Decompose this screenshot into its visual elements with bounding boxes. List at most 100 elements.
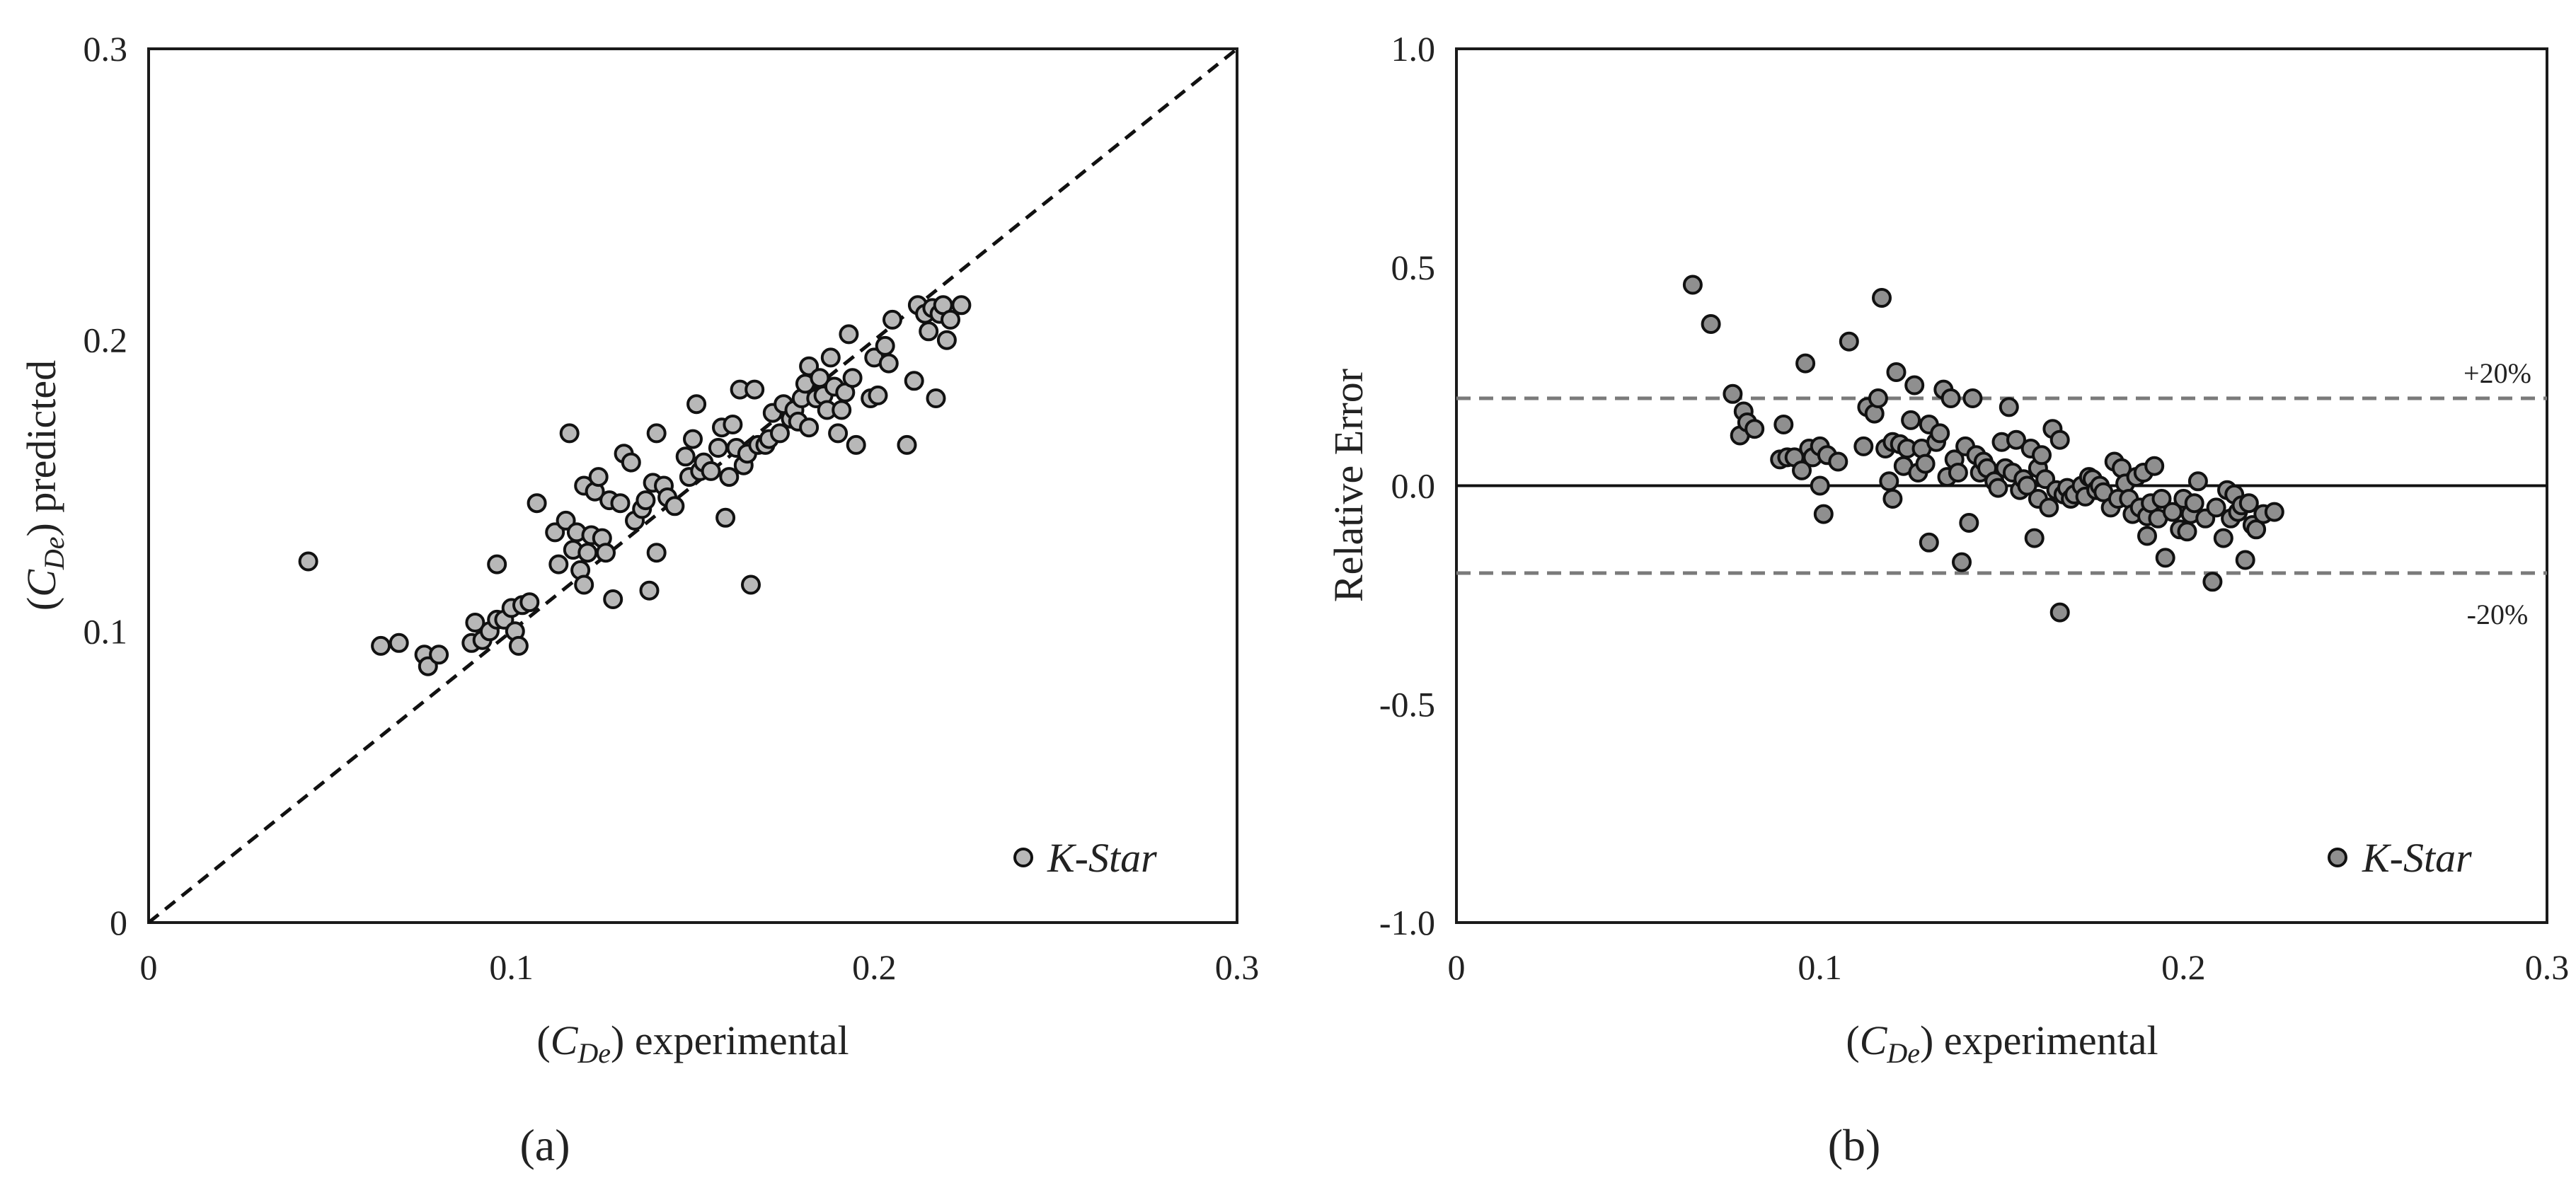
panel-a-y-tick-label: 0.3 [84,29,128,69]
panel-b-data-point [1952,552,1972,572]
panel-a-data-point [596,543,616,563]
panel-b-data-point [1915,454,1936,474]
panel-b-y-tick-label: 0.5 [1391,248,1436,287]
panel-b: +20% -20% 0 0.1 0.2 0.3 -1.0 -0.5 0.0 0.5 1.0 (… [1326,29,2569,1170]
panel-b-data-point [1999,397,2019,417]
panel-a-data-point [621,452,641,473]
panel-a-data-point [868,385,888,405]
panel-b-data-point [2144,456,2165,476]
panel-a-data-point [665,496,685,516]
panel-a-data-point [770,423,790,444]
panel-a-data-point [715,507,736,528]
panel-b-x-tick-label: 0.2 [2161,947,2206,987]
panel-b-data-point [1723,383,1743,404]
panel-a-y-axis-title: (CDe) predicted [18,360,70,611]
panel-b-data-point [1701,314,1721,334]
panel-b-data-point [2206,497,2226,518]
panel-b-x-axis-symbol: C [1860,1017,1888,1063]
panel-b-data-point [2235,550,2255,570]
panel-a-data-point [744,379,765,400]
panel-a-data-point [298,551,318,572]
panel-a-data-point [508,635,529,656]
panel-b-data-point [1810,475,1830,496]
panel-a-data-point [708,438,728,458]
panel-a-data-point [527,493,547,514]
panel-b-x-tick-label: 0.3 [2525,947,2570,987]
panel-a-y-tick-label: 0.2 [84,320,128,360]
panel-a-data-point [941,309,960,330]
panel-a-x-axis-subscript: De [577,1037,611,1069]
panel-b-data-point [2024,528,2045,548]
panel-a-x-tick-labels: 0 0.1 0.2 0.3 [140,947,1260,987]
panel-b-data-point [2151,489,2172,509]
panel-a-data-point [639,580,660,601]
panel-a-data-point [875,335,895,356]
panel-a-y-axis-suffix: predicted [18,360,64,513]
panel-b-data-point [1879,471,1899,492]
panel-a-data-point [799,356,820,376]
panel-a-data-point [904,371,924,391]
panel-b-data-point [1940,388,1961,408]
panel-b-data-point [1930,423,1950,444]
panel-a-data-point [832,400,852,420]
panel-b-data-point [2213,528,2233,548]
panel-b-y-axis-title: Relative Error [1326,369,1372,602]
panel-a-y-axis-symbol: C [18,569,64,597]
panel-a-data-point [610,493,631,514]
panel-b-y-tick-label: -0.5 [1379,684,1435,724]
panel-a-data-point [545,522,565,543]
panel-a-data-point [828,423,849,444]
panel-b-legend-label: K-Star [2362,835,2472,881]
panel-a-data-point [574,574,594,595]
panel-b-data-point [2049,429,2070,450]
panel-b-y-tick-label: -1.0 [1379,903,1435,942]
panel-b-data-point [2187,471,2208,492]
panel-b-data-point [2049,602,2070,623]
panel-b-label: (b) [1828,1120,1881,1170]
panel-a-data-point [878,353,899,374]
panel-b-data-point [2264,502,2284,522]
panel-b-data-point [2184,493,2204,514]
panel-a-y-tick-labels: 0 0.1 0.2 0.3 [84,29,128,942]
panel-a-data-point [741,574,761,595]
panel-a-data-point [701,461,721,481]
panel-a-label: (a) [519,1120,570,1170]
panel-b-data-point [1744,419,1765,439]
panel-a-data-point [846,434,866,455]
panel-b-data-point [2246,519,2267,540]
panel-b-data-point [1901,410,1921,430]
panel-a-data-point [429,645,449,665]
panel-b-data-point [1886,362,1907,382]
panel-a-data-point [675,446,696,467]
panel-b-data-point [2155,548,2175,568]
panel-b-x-tick-labels: 0 0.1 0.2 0.3 [1448,947,2570,987]
panel-a-data-point [926,388,946,408]
panel-b-data-point [1882,489,1903,509]
panel-b-data-point [1813,504,1834,524]
panel-a-data-point [465,613,485,632]
panel-b-data-point [1959,513,1979,533]
panel-a-data-points [298,295,972,676]
panel-a-x-axis-suffix: experimental [635,1017,849,1063]
panel-a-x-tick-label: 0.2 [852,947,897,987]
panel-b-data-point [1795,353,1816,374]
panel-a-x-tick-label: 0 [140,947,158,987]
panel-b-data-point [1948,463,1968,483]
panel-a-data-point [588,467,609,487]
panel-b-data-point [1828,451,1848,472]
panel-b-data-point [1962,388,1983,408]
panel-a-data-point [577,543,598,563]
panel-a-data-point [719,467,740,487]
panel-b-y-tick-label: 1.0 [1391,29,1436,69]
panel-a-x-tick-label: 0.3 [1215,947,1260,987]
panel-b-minus20-label: -20% [2467,599,2529,630]
panel-b-data-point [1919,532,1939,553]
panel-b-data-point [2032,445,2052,466]
panel-b-data-point [1773,415,1794,434]
panel-a: 0 0.1 0.2 0.3 0 0.1 0.2 0.3 (CDe) experimental… [18,29,1259,1170]
panel-a-data-point [882,309,902,330]
panel-a-data-point [820,347,841,368]
panel-b-x-tick-label: 0.1 [1798,947,1842,987]
panel-b-data-point [1853,436,1874,456]
panel-b-data-point [2238,493,2259,514]
